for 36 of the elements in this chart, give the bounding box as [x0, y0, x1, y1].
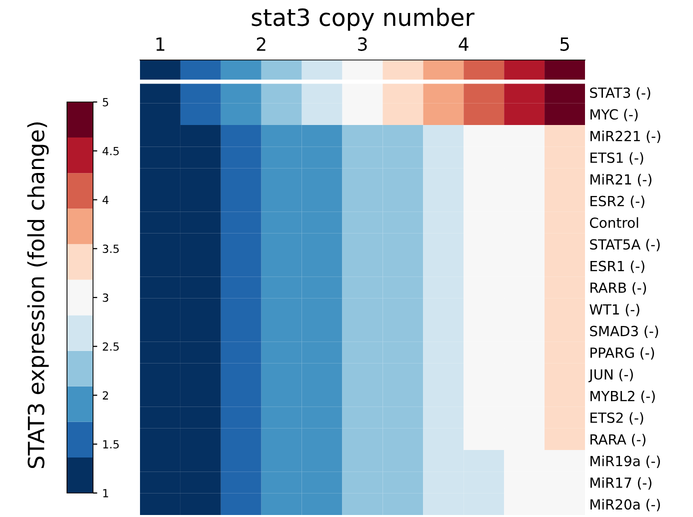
- color-bar-title: STAT3 expression (fold change): [27, 122, 49, 468]
- color-bar-label: 4: [102, 196, 108, 204]
- y-tick-label: MiR221 (-): [590, 130, 660, 143]
- color-bar-label: 5: [102, 98, 108, 106]
- x2-axis-title: stat3 copy number: [252, 8, 474, 31]
- color-bar-label: 3: [102, 293, 108, 302]
- y-tick-label: MiR17 (-): [590, 477, 652, 490]
- color-bar-label: 1: [103, 489, 108, 498]
- x2-tick-label: 3: [358, 37, 367, 51]
- color-bar-label: 3.5: [102, 244, 119, 254]
- y-tick-label: STAT3 (-): [590, 87, 650, 100]
- y-tick-label: JUN (-): [588, 368, 633, 382]
- color-bar-label: 1.5: [103, 440, 119, 449]
- y-tick-label: PPARG (-): [590, 347, 654, 360]
- x2-tick-label: 4: [458, 38, 468, 51]
- y-tick-label: MYBL2 (-): [590, 390, 655, 403]
- y-tick-label: MiR20a (-): [590, 498, 660, 512]
- y-tick-label: STAT5A (-): [590, 238, 660, 252]
- y-tick-label: ESR2 (-): [590, 196, 644, 208]
- y-tick-label: MiR21 (-): [590, 174, 652, 186]
- y-tick-label: RARA (-): [590, 434, 646, 446]
- y-tick-label: ETS1 (-): [590, 152, 644, 165]
- y-tick-label: ETS2 (-): [590, 412, 644, 425]
- y-tick-label: WT1 (-): [590, 304, 640, 316]
- y-tick-label: MYC (-): [590, 108, 638, 122]
- color-bar-label: 2: [102, 391, 108, 400]
- y-tick-label: RARB (-): [590, 282, 646, 295]
- color-bar-label: 4.5: [102, 146, 119, 156]
- color-bar-label: 2.5: [102, 342, 119, 351]
- y-tick-label: SMAD3 (-): [590, 326, 658, 338]
- y-tick-label: Control: [590, 217, 638, 228]
- x2-tick-label: 1: [156, 38, 164, 51]
- y-tick-label: ESR1 (-): [590, 260, 644, 273]
- y-tick-label: MiR19a (-): [590, 456, 660, 468]
- x2-tick-label: 2: [256, 37, 266, 51]
- x2-tick-label: 5: [560, 38, 569, 51]
